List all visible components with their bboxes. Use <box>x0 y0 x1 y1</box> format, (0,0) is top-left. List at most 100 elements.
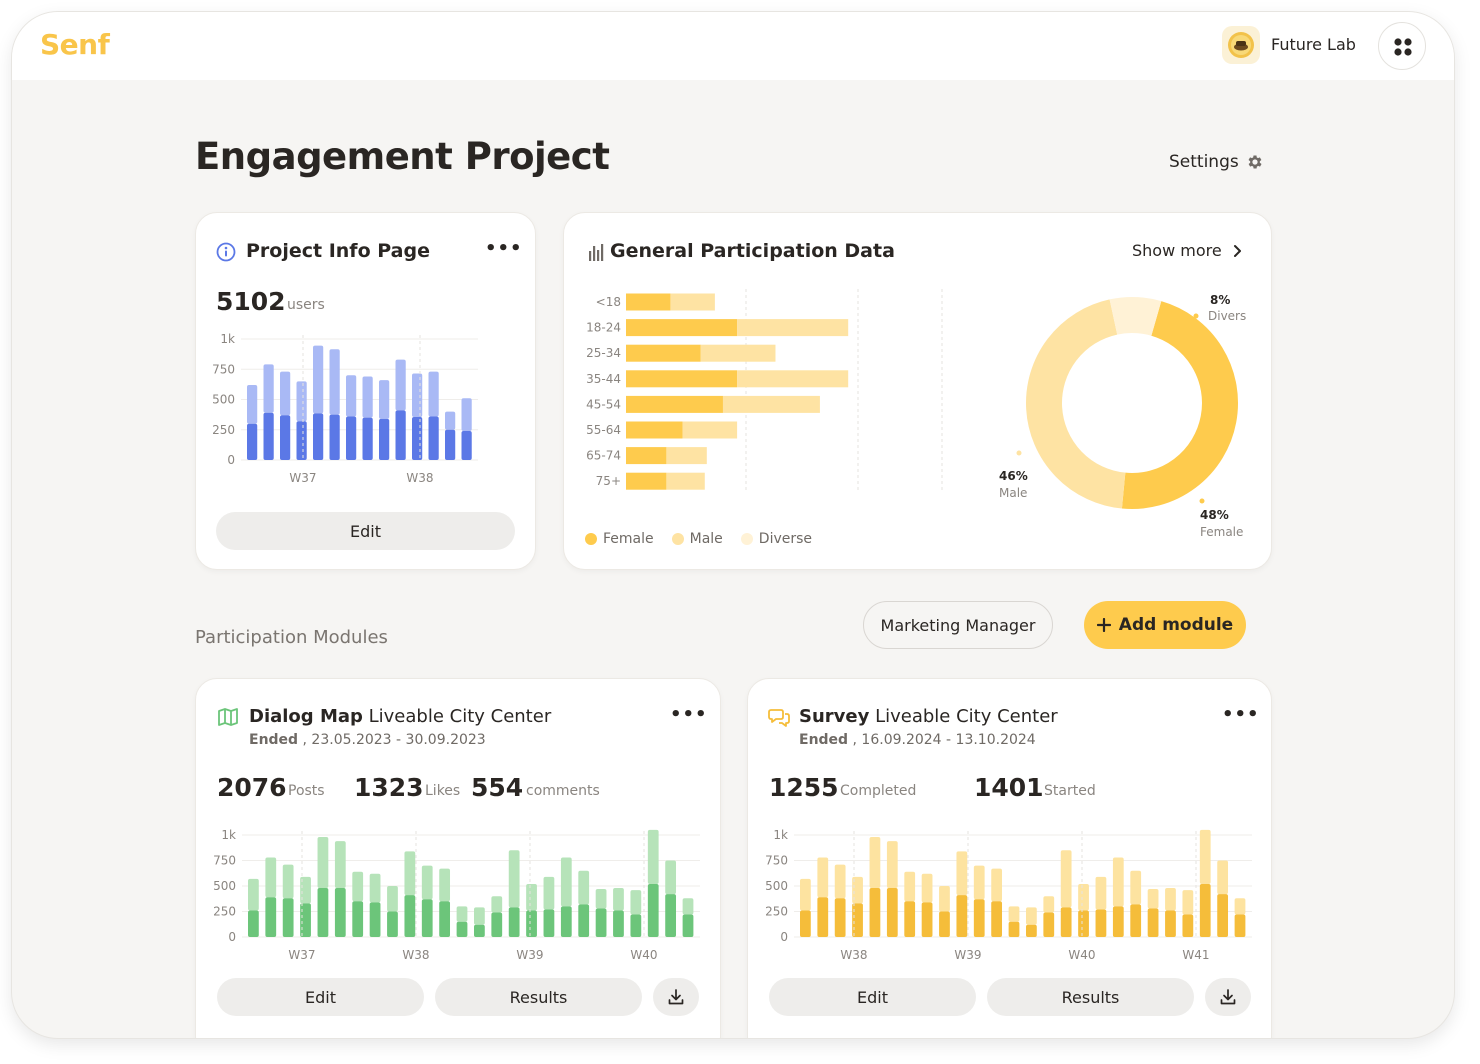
apps-menu-button[interactable] <box>1378 22 1426 70</box>
edit-button[interactable]: Edit <box>769 978 976 1016</box>
bar-segment-upper <box>886 841 898 889</box>
more-options-icon[interactable]: ••• <box>1222 704 1260 725</box>
y-tick-label: 500 <box>765 879 788 893</box>
bar-segment-upper <box>1130 870 1142 905</box>
legend-diverse: Diverse <box>740 531 813 547</box>
bar-segment-lower <box>1008 921 1020 937</box>
bar-segment-lower <box>329 414 340 460</box>
bar-female <box>626 447 667 465</box>
bar-male <box>737 319 849 337</box>
bar-female <box>626 293 671 311</box>
participation-card: General Participation Data Show more <18… <box>563 212 1272 570</box>
bar-segment-lower <box>1234 914 1246 937</box>
more-options-icon[interactable]: ••• <box>485 238 523 259</box>
y-tick-label: 500 <box>213 879 236 893</box>
add-module-button[interactable]: Add module <box>1084 601 1246 649</box>
results-button[interactable]: Results <box>435 978 642 1016</box>
bar-segment-lower <box>395 410 406 460</box>
info-icon <box>216 242 236 262</box>
bar-segment-upper <box>265 857 277 898</box>
y-tick-label: 750 <box>765 854 788 868</box>
dialog-dates: , 23.05.2023 - 30.09.2023 <box>298 732 486 748</box>
bar-segment-lower <box>613 910 624 937</box>
age-label: 25-34 <box>586 346 621 360</box>
bar-segment-lower <box>362 417 373 460</box>
bar-segment-upper <box>647 829 659 884</box>
bar-segment-upper <box>939 886 950 912</box>
bar-segment-lower <box>1165 910 1176 937</box>
x-tick-label: W40 <box>630 948 657 962</box>
bar-segment-lower <box>817 897 829 937</box>
bar-segment-upper <box>412 373 423 418</box>
bar-male <box>666 447 707 465</box>
dialog-status-label: Ended <box>249 732 299 748</box>
dialog-module-type: Dialog Map <box>249 706 363 727</box>
senf-logo[interactable]: Senf <box>40 28 110 61</box>
results-button[interactable]: Results <box>987 978 1194 1016</box>
completed-count: 1255 <box>769 773 839 802</box>
bar-segment-lower <box>263 412 274 460</box>
download-button[interactable] <box>653 978 699 1016</box>
bar-segment-upper <box>904 871 916 902</box>
survey-dates: , 16.09.2024 - 13.10.2024 <box>848 732 1036 748</box>
bar-segment-lower <box>282 898 294 937</box>
bar-female <box>626 395 723 413</box>
bar-segment-lower <box>595 908 607 937</box>
bar-segment-lower <box>334 888 346 937</box>
gender-donut-chart: 8% Divers 46% Male 48% Female <box>999 293 1246 539</box>
settings-button[interactable]: Settings <box>1169 152 1264 172</box>
bar-segment-lower <box>248 910 259 937</box>
org-name[interactable]: Future Lab <box>1271 35 1356 54</box>
bar-segment-lower <box>1130 904 1142 937</box>
marketing-manager-button[interactable]: Marketing Manager <box>863 601 1053 649</box>
survey-module-type: Survey <box>799 706 870 727</box>
started-count: 1401 <box>974 773 1044 802</box>
bar-segment-lower <box>421 899 433 937</box>
bar-segment-lower <box>1147 908 1159 937</box>
show-more-link[interactable]: Show more <box>1132 241 1242 260</box>
bar-segment-upper <box>1043 896 1055 913</box>
download-button[interactable] <box>1205 978 1251 1016</box>
bar-segment-lower <box>1095 909 1107 937</box>
likes-label: Likes <box>425 783 461 799</box>
bar-segment-lower <box>1199 883 1211 937</box>
legend-diverse-label: Diverse <box>758 531 813 547</box>
bar-segment-lower <box>973 899 985 937</box>
bar-female <box>626 344 701 362</box>
org-avatar[interactable] <box>1222 26 1260 64</box>
female-percent: 48% <box>1200 508 1229 522</box>
bar-segment-upper <box>817 857 829 898</box>
edit-button[interactable]: Edit <box>216 512 515 550</box>
donut-slice-divers <box>1109 297 1162 336</box>
bar-segment-lower <box>939 911 950 937</box>
top-bar: Senf Future Lab <box>12 12 1454 80</box>
bar-male <box>722 395 820 413</box>
bar-female <box>626 421 683 439</box>
age-label: 65-74 <box>586 449 621 463</box>
bar-segment-upper <box>869 837 881 889</box>
bar-segment-upper <box>247 384 258 424</box>
dialog-module-title: Dialog Map Liveable City Center <box>249 706 551 727</box>
bar-segment-upper <box>1060 850 1072 908</box>
posts-count: 2076 <box>217 773 287 802</box>
bar-segment-lower <box>904 901 916 937</box>
bar-segment-upper <box>1217 860 1229 895</box>
bar-male <box>682 421 738 439</box>
y-tick-label: 1k <box>773 828 788 842</box>
bar-segment-lower <box>280 415 291 460</box>
y-tick-label: 0 <box>227 453 235 467</box>
bar-segment-upper <box>362 376 373 418</box>
bar-segment-upper <box>508 850 520 908</box>
age-label: 18-24 <box>586 321 621 335</box>
bar-chart-icon <box>589 244 604 261</box>
users-count: 5102 <box>216 287 286 316</box>
y-tick-label: 750 <box>212 362 235 376</box>
bar-segment-lower <box>921 902 933 937</box>
edit-button[interactable]: Edit <box>217 978 424 1016</box>
org-logo-icon <box>1228 32 1254 58</box>
bar-female <box>626 370 738 388</box>
bar-segment-lower <box>682 914 694 937</box>
x-tick-label: W38 <box>840 948 867 962</box>
more-options-icon[interactable]: ••• <box>670 704 708 725</box>
modules-section-label: Participation Modules <box>195 627 388 648</box>
